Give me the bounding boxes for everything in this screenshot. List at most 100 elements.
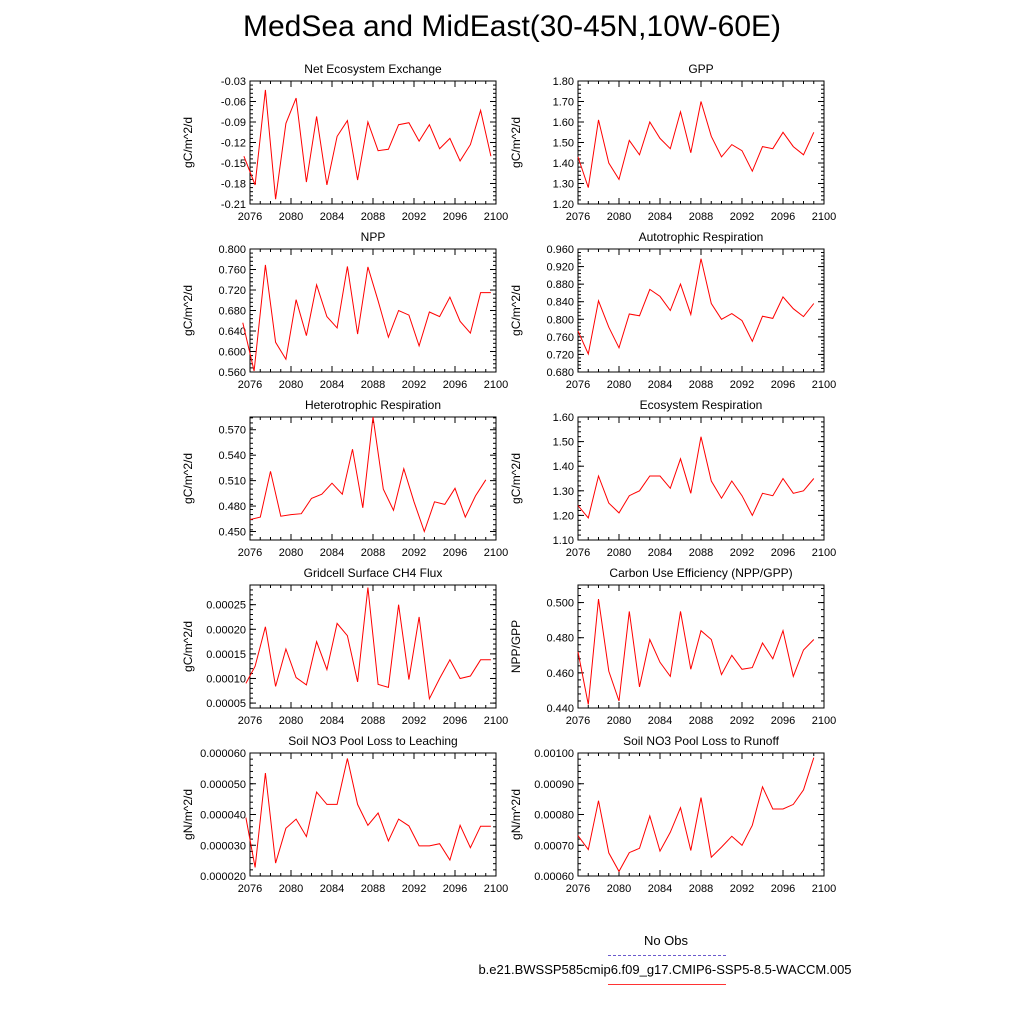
y-axis-label: NPP/GPP	[509, 620, 523, 673]
y-tick-label: 0.00020	[206, 624, 246, 636]
panel-8: Carbon Use Efficiency (NPP/GPP) NPP/GPP 20…	[509, 566, 836, 727]
x-tick-label: 2088	[689, 211, 713, 223]
y-tick-label: 0.000050	[200, 779, 246, 791]
y-tick-label: 0.00005	[206, 698, 246, 710]
x-tick-label: 2084	[320, 547, 344, 559]
series-line	[249, 416, 487, 534]
x-tick-label: 2096	[443, 547, 467, 559]
panel-5: Heterotrophic Respiration gC/m^2/d 2076 208…	[181, 398, 508, 559]
y-tick-label: 0.760	[546, 332, 574, 344]
series-line	[577, 258, 815, 356]
panel-2: GPP gC/m^2/d 2076 2080 2084 2088 2092 2096 2100 1…	[509, 62, 836, 223]
x-tick-label: 2080	[279, 883, 303, 895]
x-tick-label: 2092	[730, 379, 754, 391]
y-tick-label: 0.000030	[200, 840, 246, 852]
x-tick-label: 2076	[566, 211, 590, 223]
plot-frame	[249, 80, 497, 205]
y-tick-label: 0.510	[218, 476, 246, 488]
panel-title: Soil NO3 Pool Loss to Runoff	[623, 734, 780, 748]
y-axis-label: gC/m^2/d	[509, 285, 523, 336]
y-tick-label: 1.10	[553, 535, 574, 547]
x-tick-label: 2088	[361, 883, 385, 895]
panel-6: Ecosystem Respiration gC/m^2/d 2076 2080 208…	[509, 398, 836, 559]
panel-title: Net Ecosystem Exchange	[304, 62, 442, 76]
series-line	[242, 264, 491, 372]
x-tick-label: 2096	[771, 211, 795, 223]
panel-title: Soil NO3 Pool Loss to Leaching	[288, 734, 457, 748]
series-line	[245, 587, 491, 701]
y-tick-label: 0.460	[546, 668, 574, 680]
y-tick-label: 0.640	[218, 326, 246, 338]
x-tick-label: 2100	[812, 547, 836, 559]
x-tick-label: 2100	[484, 211, 508, 223]
x-tick-label: 2076	[238, 211, 262, 223]
x-tick-label: 2080	[279, 211, 303, 223]
x-tick-label: 2088	[361, 715, 385, 727]
x-tick-label: 2092	[730, 547, 754, 559]
x-tick-label: 2088	[689, 715, 713, 727]
y-axis-label: gC/m^2/d	[509, 117, 523, 168]
x-tick-label: 2096	[443, 211, 467, 223]
panel-7: Gridcell Surface CH4 Flux gC/m^2/d 2076 208…	[181, 566, 508, 727]
x-tick-label: 2096	[771, 379, 795, 391]
x-tick-label: 2076	[566, 883, 590, 895]
x-tick-label: 2100	[812, 715, 836, 727]
y-tick-label: 1.50	[553, 138, 574, 150]
x-tick-label: 2084	[320, 883, 344, 895]
x-tick-label: 2084	[648, 211, 672, 223]
plot-frame	[577, 80, 825, 205]
y-tick-label: 0.00010	[206, 673, 246, 685]
y-tick-label: -0.18	[221, 179, 246, 191]
y-tick-label: 0.600	[218, 347, 246, 359]
panel-title: Autotrophic Respiration	[639, 230, 764, 244]
x-tick-label: 2092	[402, 211, 426, 223]
y-axis-label: gC/m^2/d	[509, 453, 523, 504]
x-tick-label: 2088	[361, 379, 385, 391]
y-tick-label: 1.70	[553, 97, 574, 109]
y-tick-label: 0.920	[546, 262, 574, 274]
y-tick-label: 0.540	[218, 450, 246, 462]
y-tick-label: 0.800	[218, 244, 246, 256]
x-tick-label: 2076	[566, 715, 590, 727]
x-tick-label: 2100	[812, 379, 836, 391]
panel-title: GPP	[688, 62, 713, 76]
legend-obs-label: No Obs	[643, 933, 689, 948]
x-tick-label: 2076	[566, 379, 590, 391]
y-tick-label: -0.06	[221, 97, 246, 109]
series-line	[577, 599, 815, 705]
y-tick-label: -0.03	[221, 76, 246, 88]
x-tick-label: 2076	[238, 883, 262, 895]
x-tick-label: 2084	[648, 379, 672, 391]
x-tick-label: 2080	[279, 715, 303, 727]
y-tick-label: 0.760	[218, 265, 246, 277]
x-tick-label: 2080	[607, 547, 631, 559]
y-tick-label: 0.00060	[534, 871, 574, 883]
panel-title: Gridcell Surface CH4 Flux	[304, 566, 443, 580]
plot-frame	[577, 248, 825, 373]
y-tick-label: 0.570	[218, 425, 246, 437]
y-tick-label: 0.960	[546, 244, 574, 256]
x-tick-label: 2088	[689, 379, 713, 391]
y-tick-label: 0.680	[546, 367, 574, 379]
y-tick-label: 0.720	[546, 349, 574, 361]
y-tick-label: 0.800	[546, 314, 574, 326]
x-tick-label: 2084	[648, 547, 672, 559]
legend-case-label: b.e21.BWSSP585cmip6.f09_g17.CMIP6-SSP5-8…	[478, 962, 852, 977]
x-tick-label: 2080	[607, 715, 631, 727]
y-tick-label: 0.880	[546, 279, 574, 291]
panel-title: Carbon Use Efficiency (NPP/GPP)	[609, 566, 792, 580]
y-axis-label: gC/m^2/d	[181, 285, 195, 336]
x-tick-label: 2092	[730, 211, 754, 223]
y-tick-label: 0.00025	[206, 600, 246, 612]
y-tick-label: -0.21	[221, 199, 246, 211]
x-tick-label: 2096	[771, 883, 795, 895]
panel-9: Soil NO3 Pool Loss to Leaching gN/m^2/d 20…	[181, 734, 508, 895]
y-tick-label: 0.560	[218, 367, 246, 379]
panel-title: Heterotrophic Respiration	[305, 398, 441, 412]
x-tick-label: 2092	[402, 715, 426, 727]
x-tick-label: 2076	[238, 379, 262, 391]
y-tick-label: 1.20	[553, 510, 574, 522]
x-tick-label: 2080	[279, 547, 303, 559]
panel-10: Soil NO3 Pool Loss to Runoff gN/m^2/d 2076…	[509, 734, 836, 895]
x-tick-label: 2076	[238, 547, 262, 559]
